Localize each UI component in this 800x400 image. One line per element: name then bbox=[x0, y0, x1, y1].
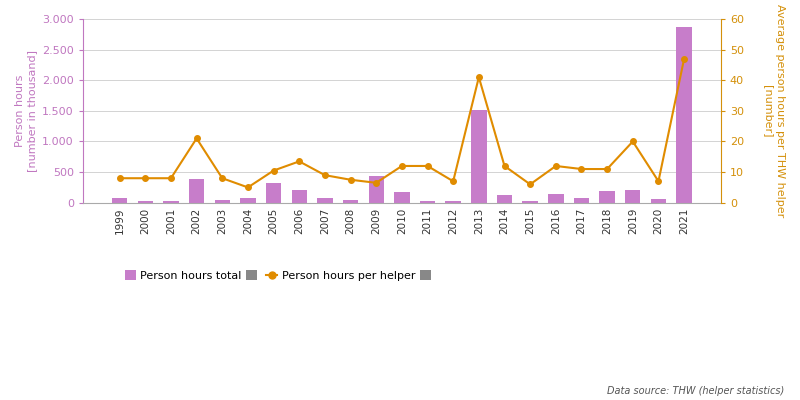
Bar bbox=[548, 194, 563, 203]
Bar bbox=[394, 192, 410, 203]
Bar bbox=[522, 201, 538, 203]
Y-axis label: Average person hours per THW helper
[number]: Average person hours per THW helper [num… bbox=[763, 4, 785, 218]
Bar bbox=[138, 201, 153, 203]
Bar bbox=[599, 191, 615, 203]
Bar bbox=[420, 201, 435, 203]
Y-axis label: Person hours
[number in thousand]: Person hours [number in thousand] bbox=[15, 50, 37, 172]
Text: Data source: THW (helper statistics): Data source: THW (helper statistics) bbox=[606, 386, 784, 396]
Bar bbox=[625, 190, 641, 203]
Bar bbox=[446, 202, 461, 203]
Bar bbox=[266, 182, 282, 203]
Bar bbox=[214, 200, 230, 203]
Bar bbox=[497, 195, 512, 203]
Bar bbox=[189, 179, 204, 203]
Bar bbox=[343, 200, 358, 203]
Bar bbox=[240, 198, 256, 203]
Bar bbox=[291, 190, 307, 203]
Bar bbox=[317, 198, 333, 203]
Legend: Person hours total, , Person hours per helper, : Person hours total, , Person hours per h… bbox=[120, 266, 440, 285]
Bar bbox=[650, 199, 666, 203]
Bar bbox=[369, 176, 384, 203]
Bar bbox=[163, 202, 178, 203]
Bar bbox=[677, 27, 692, 203]
Bar bbox=[574, 198, 589, 203]
Bar bbox=[112, 198, 127, 203]
Bar bbox=[471, 110, 486, 203]
